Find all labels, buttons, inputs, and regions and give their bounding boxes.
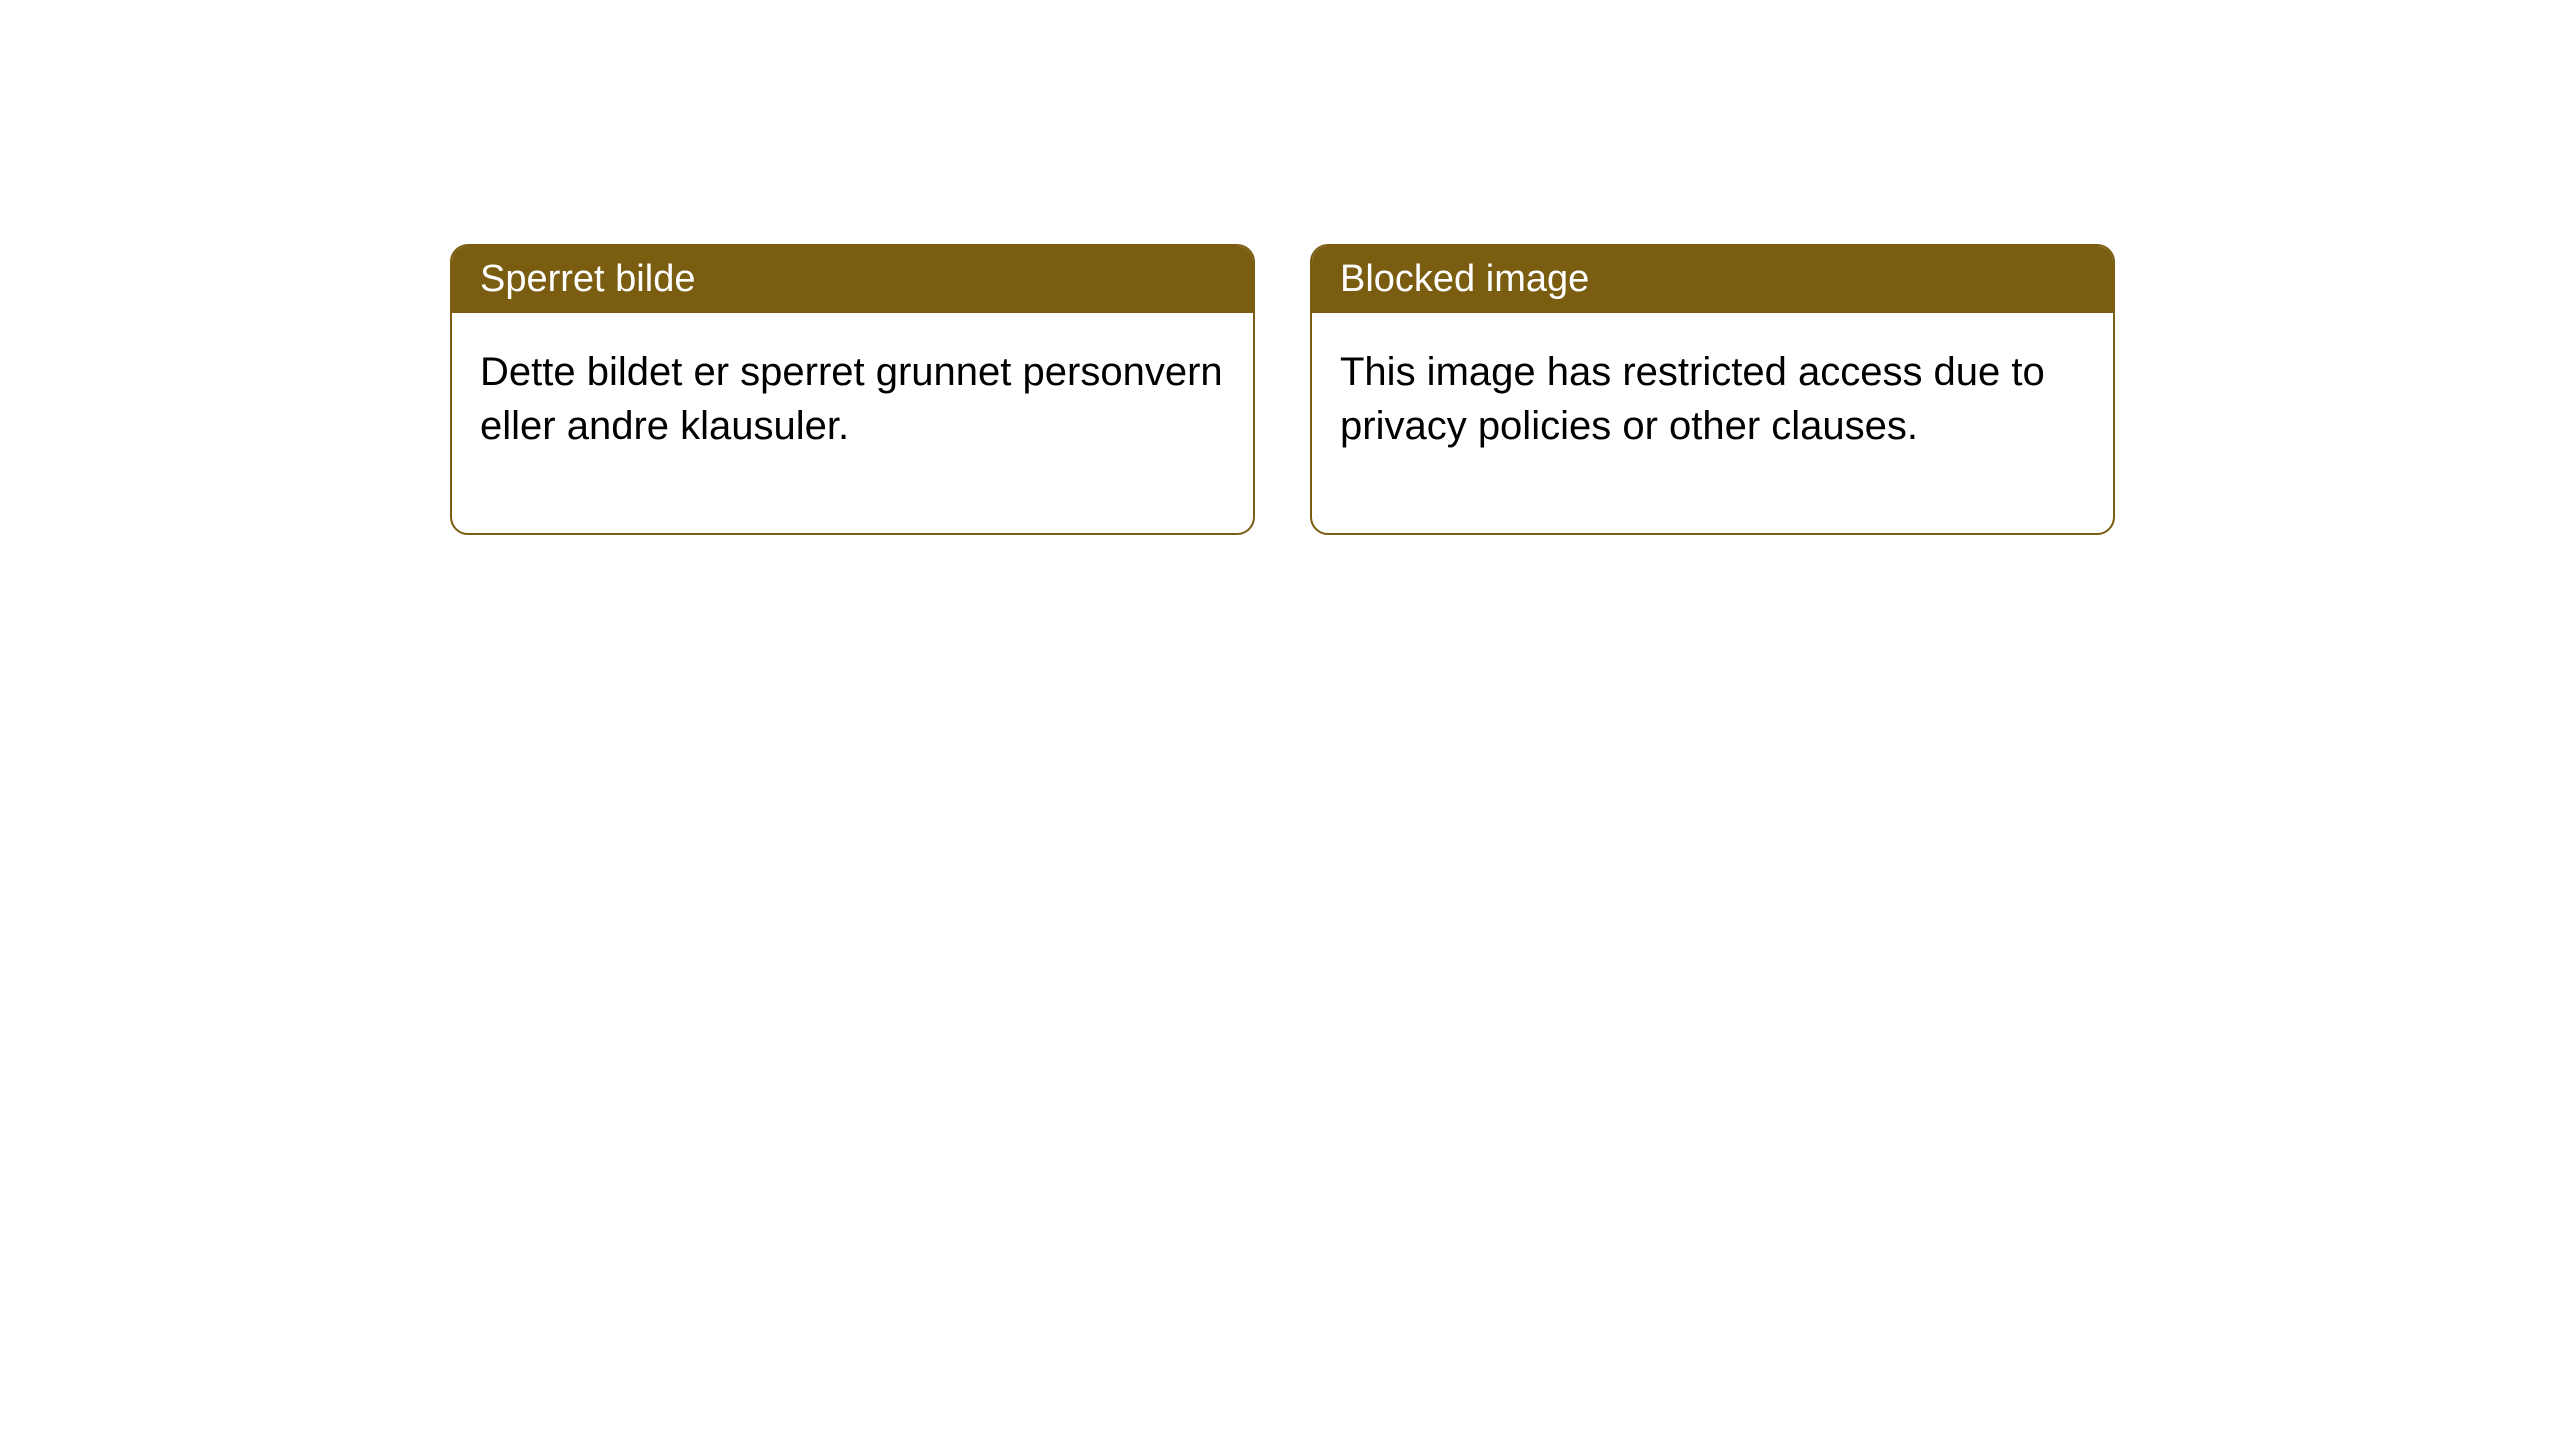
card-body-text: Dette bildet er sperret grunnet personve… bbox=[480, 350, 1223, 448]
card-title: Sperret bilde bbox=[480, 258, 695, 300]
card-body-text: This image has restricted access due to … bbox=[1340, 350, 2045, 448]
card-body: This image has restricted access due to … bbox=[1312, 313, 2113, 533]
card-header: Sperret bilde bbox=[452, 246, 1253, 313]
notice-container: Sperret bilde Dette bildet er sperret gr… bbox=[0, 0, 2560, 535]
blocked-image-card-en: Blocked image This image has restricted … bbox=[1310, 244, 2115, 535]
blocked-image-card-no: Sperret bilde Dette bildet er sperret gr… bbox=[450, 244, 1255, 535]
card-title: Blocked image bbox=[1340, 258, 1589, 300]
card-header: Blocked image bbox=[1312, 246, 2113, 313]
card-body: Dette bildet er sperret grunnet personve… bbox=[452, 313, 1253, 533]
